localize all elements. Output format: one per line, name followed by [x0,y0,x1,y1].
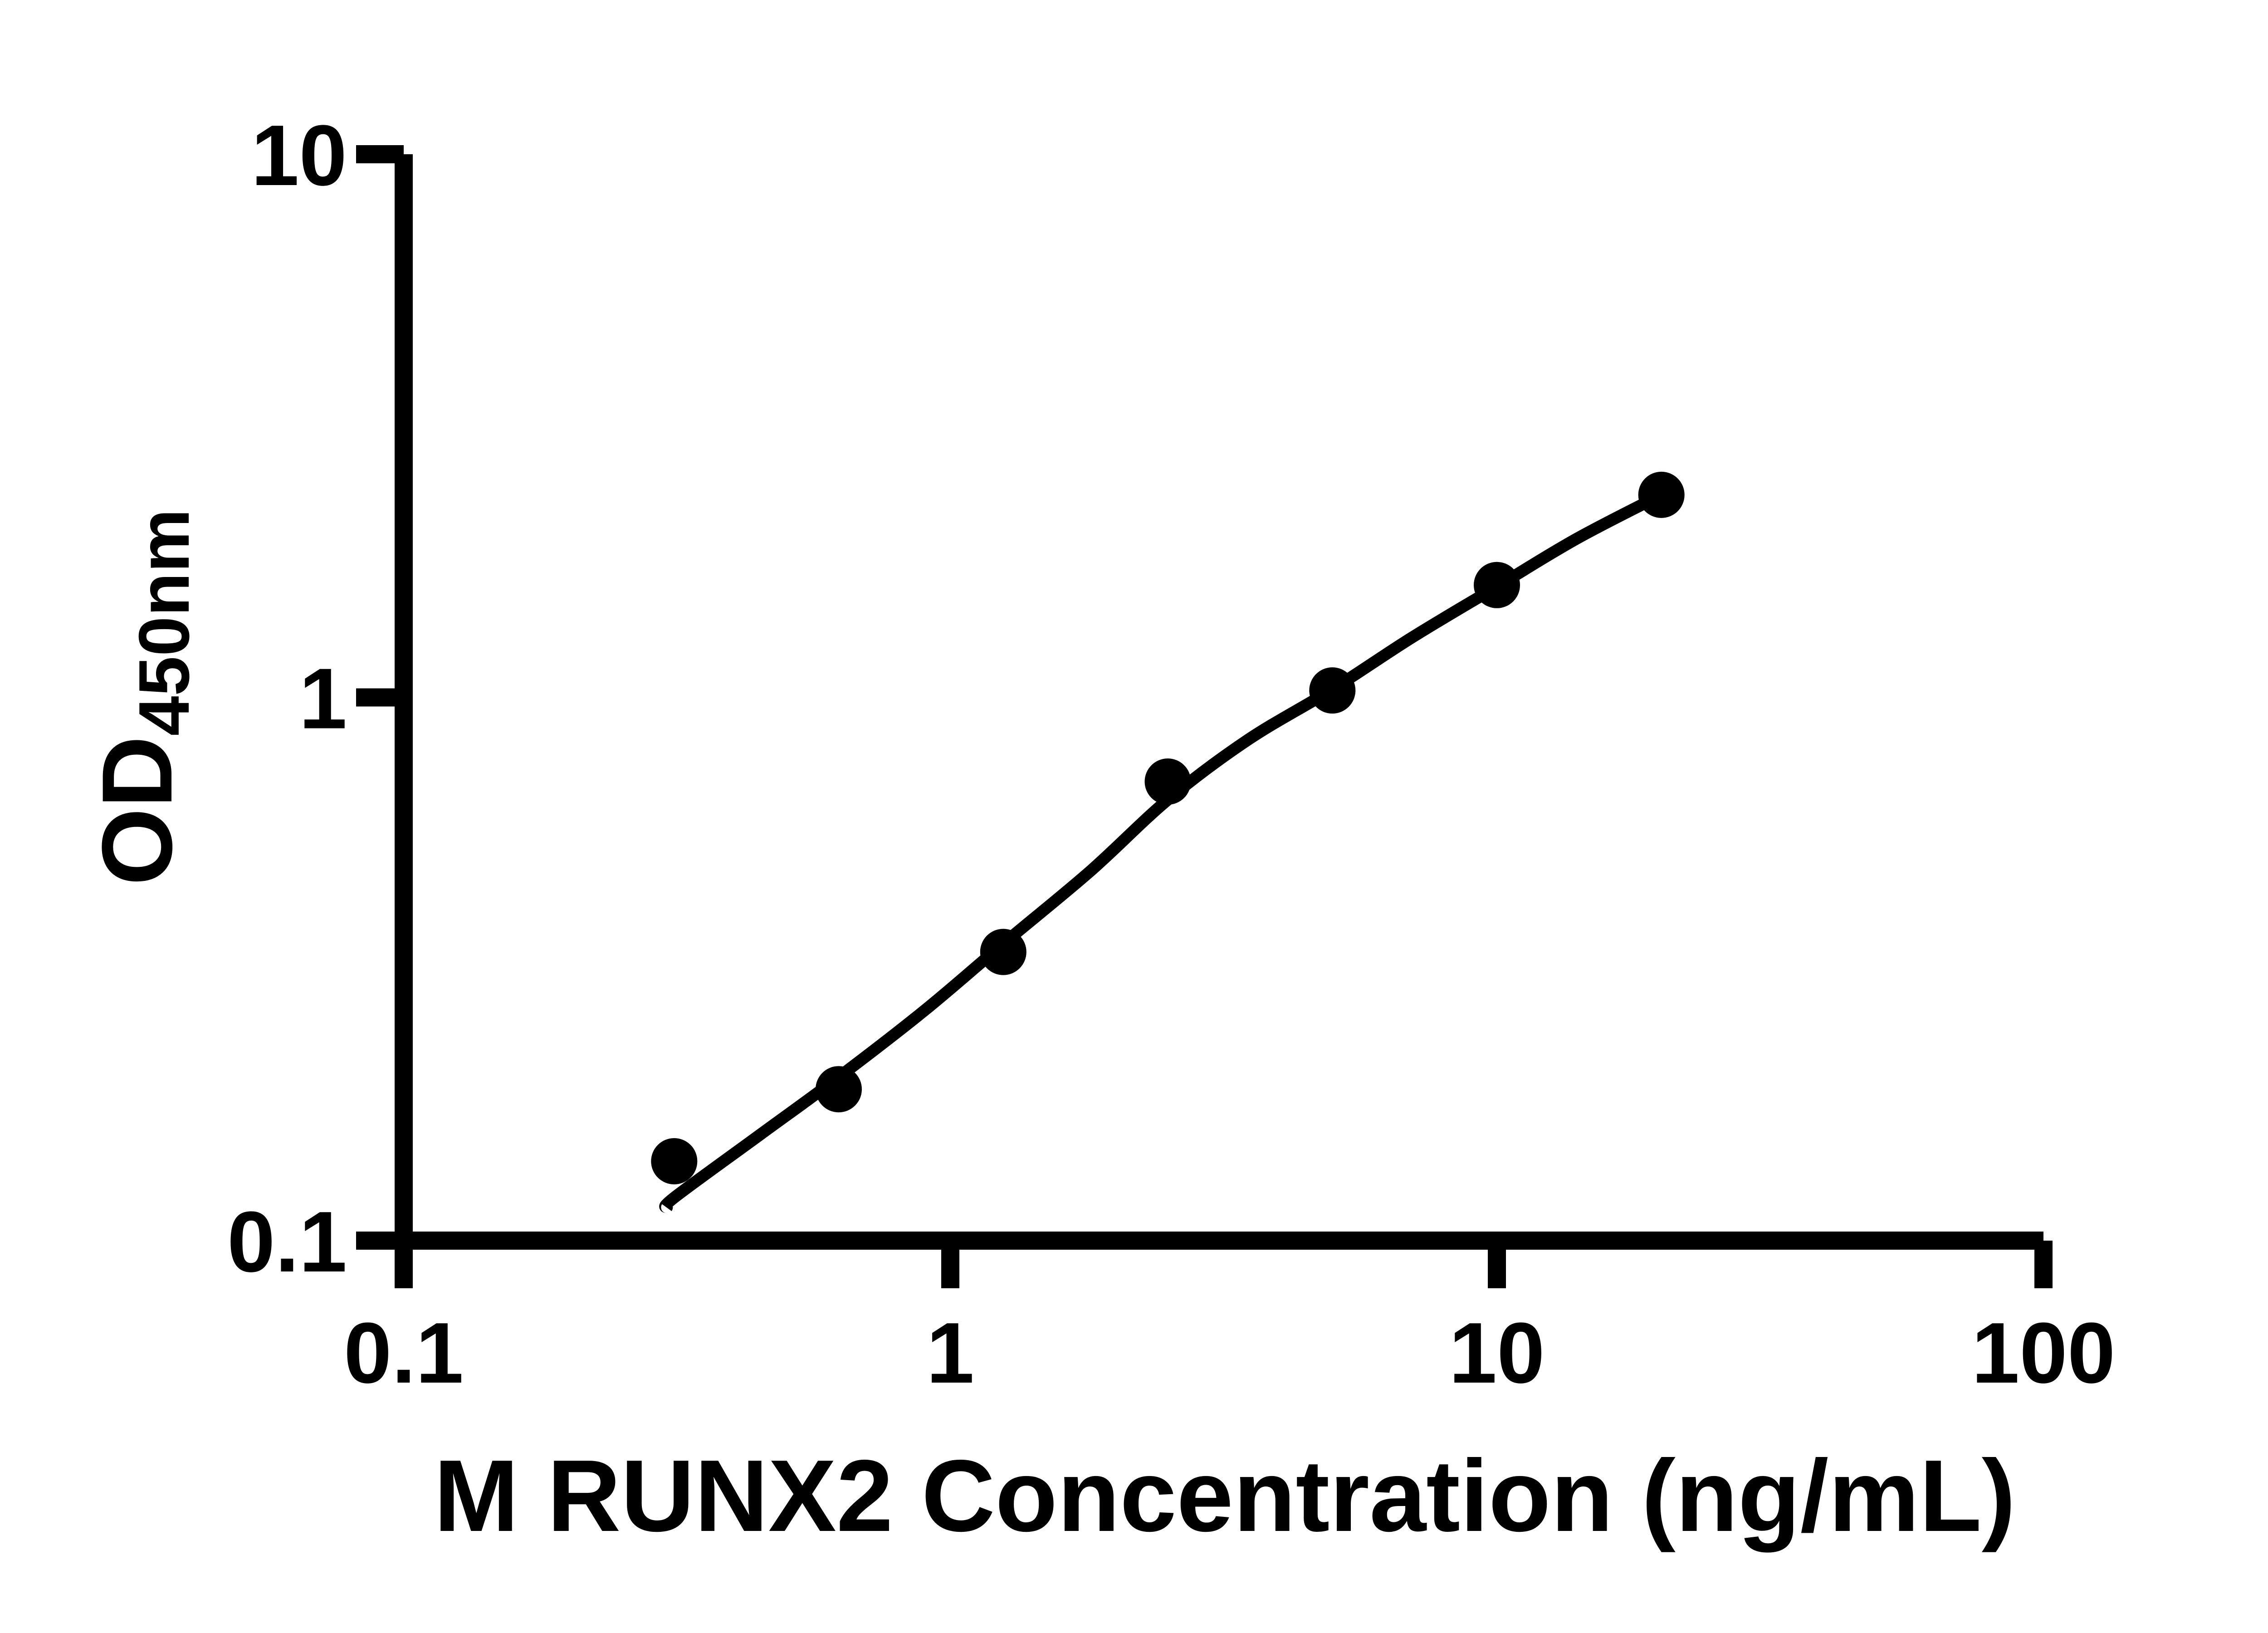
y-tick-label: 10 [251,108,347,204]
y-axis-title: OD450nm [81,509,204,886]
y-tick-label: 0.1 [227,1194,347,1290]
data-point [816,1066,862,1113]
data-point [980,929,1026,975]
data-points [651,471,1685,1184]
x-tick-label: 10 [1449,1305,1545,1401]
y-axis-title-main: OD [81,736,193,885]
data-point [1474,562,1520,608]
axis-lines [395,154,2043,1250]
y-axis-title-subscript: 450nm [124,509,204,736]
x-axis-title: M RUNX2 Concentration (ng/mL) [434,1438,2015,1553]
data-point [1309,667,1356,714]
data-point [1144,758,1191,805]
x-tick-label: 1 [926,1305,974,1401]
x-tick-label: 100 [1971,1305,2115,1401]
data-point [651,1138,698,1184]
tick-marks [356,145,2053,1288]
y-tick-label: 1 [299,651,347,747]
tick-labels: 0.1 1 10 0.1 1 10 100 [227,108,2116,1401]
x-tick-label: 0.1 [344,1305,464,1401]
data-point [1638,471,1685,518]
